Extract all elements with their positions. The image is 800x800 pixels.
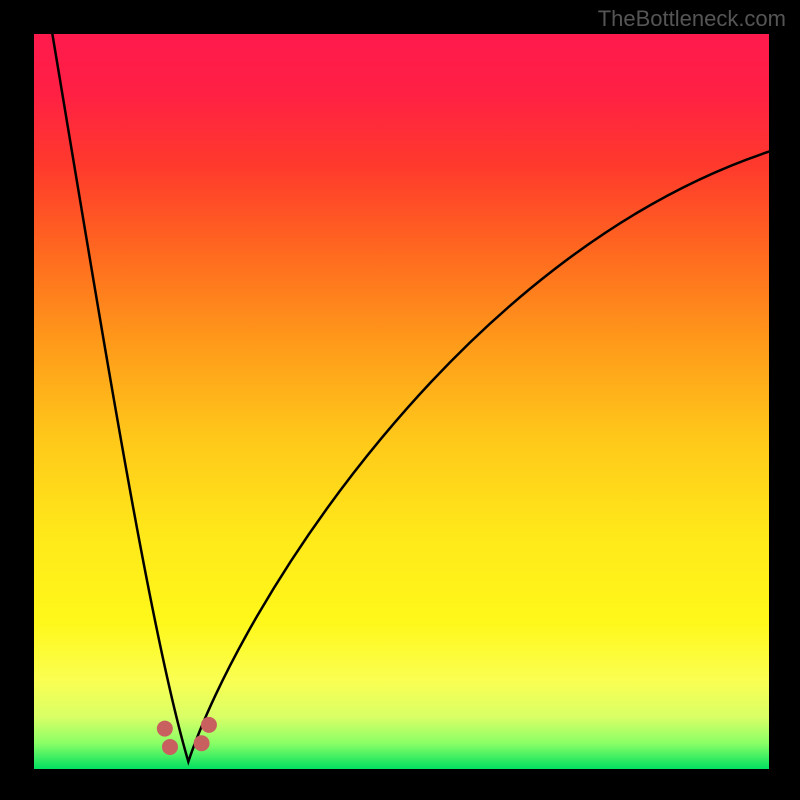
marker-dot [194,735,210,751]
bottleneck-chart [0,0,800,800]
marker-dot [162,739,178,755]
marker-dot [201,717,217,733]
watermark-text: TheBottleneck.com [598,6,786,32]
gradient-background [34,34,769,769]
marker-dot [157,721,173,737]
chart-container: TheBottleneck.com [0,0,800,800]
